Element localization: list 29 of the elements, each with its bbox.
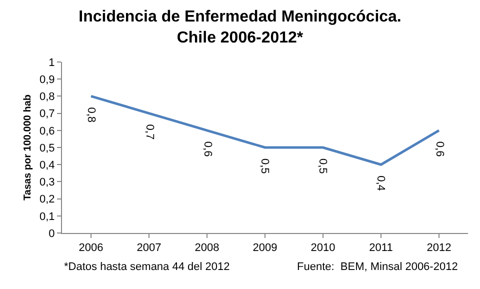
chart-title: Incidencia de Enfermedad Meningocócica. Chile 2006-2012* — [78, 8, 402, 46]
x-tick-label: 2008 — [194, 242, 220, 254]
y-tick-label: 0,5 — [40, 142, 55, 154]
y-tick-label: 0,1 — [40, 210, 55, 223]
source-note: Fuente: BEM, Minsal 2006-2012 — [297, 261, 458, 273]
data-label: 0,5 — [316, 158, 328, 174]
y-tick-label: 1 — [48, 56, 55, 69]
y-tick-label: 0,9 — [40, 74, 55, 86]
y-tick-label: 0,2 — [40, 194, 55, 206]
x-tick-label: 2012 — [426, 242, 452, 254]
y-tick-label: 0,8 — [40, 91, 55, 104]
data-label: 0,7 — [143, 124, 156, 140]
y-tick-label: 0,7 — [40, 108, 55, 120]
y-tick-label: 0 — [48, 228, 55, 240]
x-tick-label: 2007 — [136, 242, 162, 254]
y-tick-label: 0,4 — [40, 159, 55, 172]
y-tick-label: 0,6 — [40, 125, 55, 138]
y-tick-label: 0,3 — [40, 176, 55, 189]
data-label: 0,6 — [433, 141, 446, 157]
x-tick-label: 2009 — [252, 242, 278, 254]
text: *Datos hasta semana 44 del 2012 — [64, 261, 230, 273]
x-tick-label: 2006 — [78, 242, 104, 254]
data-label: 0,6 — [201, 141, 214, 157]
data-label: 0,4 — [374, 176, 387, 191]
data-label: 0,8 — [85, 107, 98, 122]
y-axis-title: Tasas por 100.000 hab — [22, 94, 34, 200]
data-label: 0,5 — [258, 158, 270, 174]
x-tick-label: 2010 — [310, 242, 336, 254]
x-tick-label: 2011 — [369, 242, 393, 254]
